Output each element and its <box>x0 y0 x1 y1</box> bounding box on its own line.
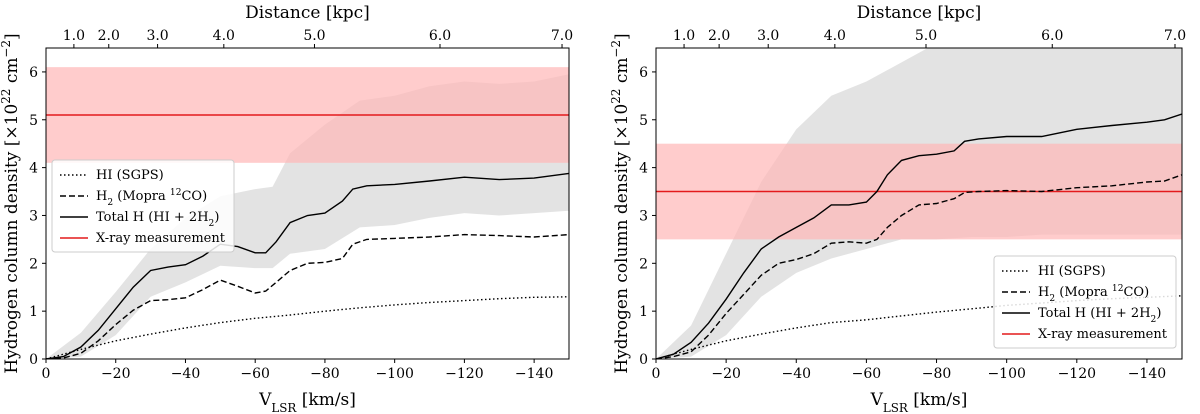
top-tick-label: 3.0 <box>757 28 779 44</box>
y-tick-label: 4 <box>639 161 648 177</box>
top-tick-label: 7.0 <box>1164 28 1186 44</box>
legend-xray-label: X-ray measurement <box>1038 327 1168 342</box>
x-tick-label: 0 <box>42 366 51 382</box>
top-axis-label: Distance [kpc] <box>857 3 982 23</box>
axes-frame <box>45 47 570 360</box>
top-tick-label: 4.0 <box>213 28 235 44</box>
x-tick-label: −80 <box>922 366 952 382</box>
y-tick-label: 5 <box>29 113 38 129</box>
top-tick-label: 3.0 <box>146 28 168 44</box>
top-tick-label: 4.0 <box>824 28 846 44</box>
top-tick-label: 1.0 <box>673 28 695 44</box>
top-tick-label: 5.0 <box>915 28 937 44</box>
x-tick-label: −140 <box>1128 366 1166 382</box>
top-tick-label: 5.0 <box>303 28 325 44</box>
y-tick-label: 3 <box>639 208 648 224</box>
x-tick-label: −40 <box>781 366 811 382</box>
top-tick-label: 7.0 <box>551 28 573 44</box>
x-tick-label: −80 <box>310 366 340 382</box>
x-tick-label: −100 <box>987 366 1025 382</box>
x-axis-label: VLSR [km/s] <box>258 390 356 414</box>
legend-h2-label: H2 (Mopra 12CO) <box>1038 284 1149 304</box>
y-tick-label: 0 <box>639 352 648 368</box>
x-tick-label: −60 <box>240 366 270 382</box>
y-tick-label: 3 <box>29 208 38 224</box>
y-tick-label: 2 <box>639 256 648 272</box>
top-tick-label: 6.0 <box>429 28 451 44</box>
x-tick-label: −120 <box>1058 366 1096 382</box>
plot-area <box>46 67 569 359</box>
panel-right: 0 −20 −40 −60 −80 −100 −120 −140 0 1 2 3 4 5 6 1.0 2.0 3.… <box>609 3 1186 414</box>
x-tick-label: −20 <box>101 366 131 382</box>
x-tick-label: −40 <box>171 366 201 382</box>
axes-frame <box>655 47 1183 360</box>
legend-h2-label: H2 (Mopra 12CO) <box>96 188 207 208</box>
total-h-line <box>656 113 1182 359</box>
h2-line <box>656 174 1182 359</box>
y-axis-label: Hydrogen column density [×1022 cm−2] <box>0 33 22 373</box>
y-tick-label: 4 <box>29 161 38 177</box>
x-tick-label: −20 <box>711 366 741 382</box>
panel-left: 0 −20 −40 −60 −80 −100 −120 −140 0 1 2 3 4 5 6 1.0 2.0 3.… <box>0 3 573 414</box>
y-tick-label: 2 <box>29 256 38 272</box>
y-tick-label: 0 <box>29 352 38 368</box>
legend: HI (SGPS) H2 (Mopra 12CO) Total H (HI + 2H… <box>993 255 1177 349</box>
legend-xray-label: X-ray measurement <box>96 231 226 246</box>
legend-box <box>51 159 235 253</box>
legend-box <box>993 255 1177 349</box>
legend-hi-label: HI (SGPS) <box>96 168 164 183</box>
legend: HI (SGPS) H2 (Mopra 12CO) Total H (HI + 2H… <box>51 159 235 253</box>
top-tick-label: 2.0 <box>708 28 730 44</box>
y-tick-label: 5 <box>639 113 648 129</box>
top-tick-label: 6.0 <box>1041 28 1063 44</box>
x-tick-label: −120 <box>445 366 483 382</box>
top-tick-label: 2.0 <box>98 28 120 44</box>
x-tick-label: −140 <box>515 366 553 382</box>
top-axis-label: Distance [kpc] <box>245 3 370 23</box>
total-h-line <box>46 172 569 359</box>
legend-total-label: Total H (HI + 2H2) <box>96 210 219 229</box>
x-tick-label: −60 <box>852 366 882 382</box>
y-tick-label: 1 <box>29 304 38 320</box>
y-tick-label: 6 <box>639 65 648 81</box>
legend-total-label: Total H (HI + 2H2) <box>1038 306 1161 325</box>
h2-line <box>46 233 569 359</box>
y-tick-label: 6 <box>29 65 38 81</box>
hi-line <box>46 296 569 359</box>
y-tick-label: 1 <box>639 304 648 320</box>
top-tick-label: 1.0 <box>63 28 85 44</box>
plot-area <box>656 48 1182 359</box>
legend-hi-label: HI (SGPS) <box>1038 264 1106 279</box>
y-axis-label: Hydrogen column density [×1022 cm−2] <box>609 33 632 373</box>
x-axis-label: VLSR [km/s] <box>870 390 968 414</box>
x-tick-label: 0 <box>652 366 661 382</box>
x-tick-label: −100 <box>375 366 413 382</box>
